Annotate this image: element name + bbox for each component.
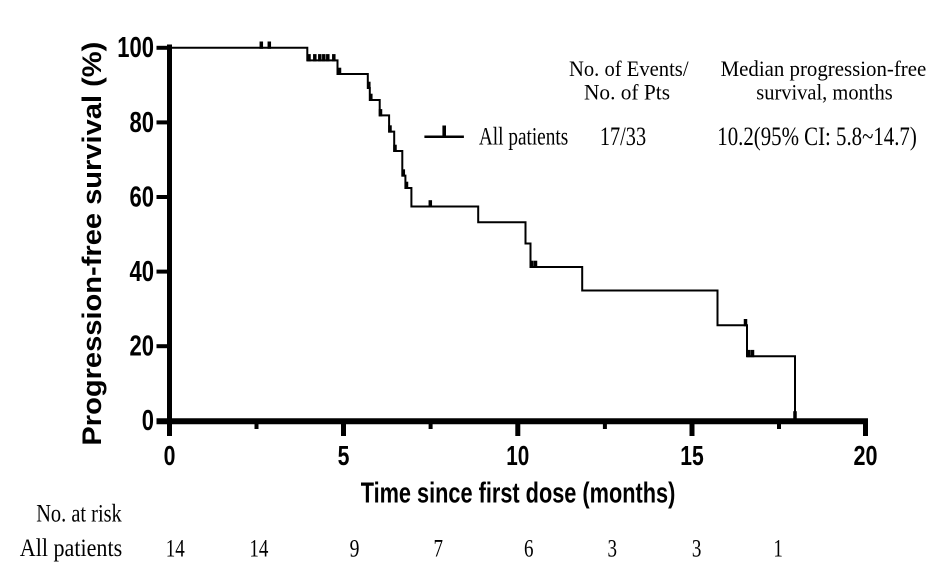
svg-text:0: 0 (164, 441, 176, 471)
svg-text:10: 10 (506, 441, 529, 472)
svg-text:1: 1 (773, 534, 782, 562)
svg-text:7: 7 (434, 534, 443, 562)
svg-text:20: 20 (854, 440, 878, 471)
svg-text:All patients: All patients (479, 122, 568, 150)
svg-text:3: 3 (608, 534, 617, 562)
svg-text:3: 3 (692, 534, 701, 562)
svg-text:Median progression-free: Median progression-free (721, 56, 927, 81)
svg-text:20: 20 (130, 331, 155, 362)
svg-text:9: 9 (350, 534, 360, 562)
svg-text:All patients: All patients (20, 535, 122, 563)
svg-text:5: 5 (338, 441, 350, 471)
svg-text:survival, months: survival, months (756, 80, 892, 105)
svg-text:Time since first dose (months): Time since first dose (months) (361, 478, 676, 509)
svg-text:100: 100 (117, 33, 154, 64)
svg-text:No. of Pts: No. of Pts (584, 79, 670, 105)
svg-text:80: 80 (130, 107, 155, 138)
svg-text:0: 0 (142, 406, 154, 437)
svg-text:40: 40 (130, 256, 155, 287)
svg-text:60: 60 (130, 182, 155, 213)
svg-text:10.2(95% CI: 5.8~14.7): 10.2(95% CI: 5.8~14.7) (717, 123, 917, 152)
svg-text:6: 6 (524, 534, 533, 562)
svg-text:15: 15 (680, 441, 704, 471)
svg-text:17/33: 17/33 (600, 123, 646, 152)
svg-text:14: 14 (166, 534, 185, 562)
svg-text:Progression-free survival (%): Progression-free survival (%) (77, 42, 106, 446)
svg-text:No. of Events/: No. of Events/ (569, 56, 689, 81)
svg-text:14: 14 (249, 534, 268, 562)
svg-text:No. at risk: No. at risk (36, 499, 122, 526)
